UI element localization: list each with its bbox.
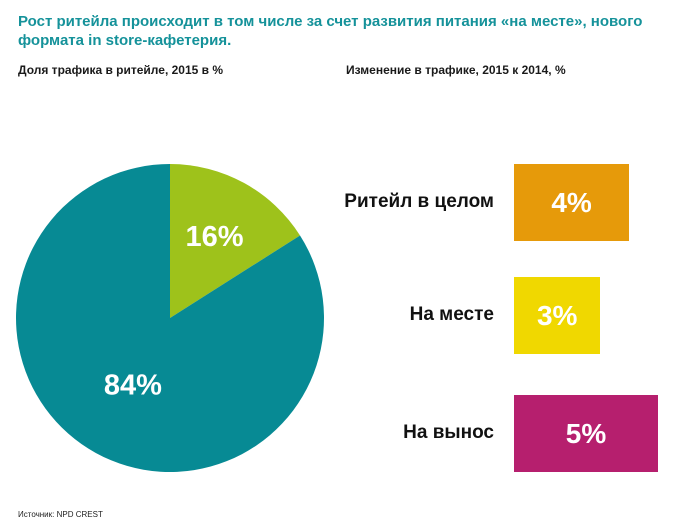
bar-value-label-2: 5% — [565, 417, 607, 449]
bar-category-label-2: На вынос — [403, 421, 494, 443]
pie-slice-label-1: 84% — [104, 369, 162, 401]
pie-slice-0 — [170, 164, 301, 318]
pie-chart: 16% 84% — [15, 164, 324, 472]
bar-category-label-1: На месте — [409, 303, 494, 325]
pie-slice-1 — [15, 164, 324, 472]
bar-chart-subtitle: Изменение в трафике, 2015 к 2014, % — [346, 63, 566, 77]
bar-category-label-0: Ритейл в целом — [344, 190, 494, 212]
pie-chart-subtitle: Доля трафика в ритейле, 2015 в % — [18, 63, 224, 77]
bar-value-label-1: 3% — [536, 299, 578, 331]
chart-title: Рост ритейла происходит в том числе за с… — [18, 13, 643, 49]
bar-2: 5% — [514, 395, 658, 472]
bar-0: 4% — [514, 164, 630, 241]
pie-slice-label-0: 16% — [185, 221, 243, 253]
bar-value-label-0: 4% — [551, 186, 592, 218]
bar-1: 3% — [514, 277, 601, 354]
source-note: Источник: NPD CREST — [18, 510, 103, 519]
